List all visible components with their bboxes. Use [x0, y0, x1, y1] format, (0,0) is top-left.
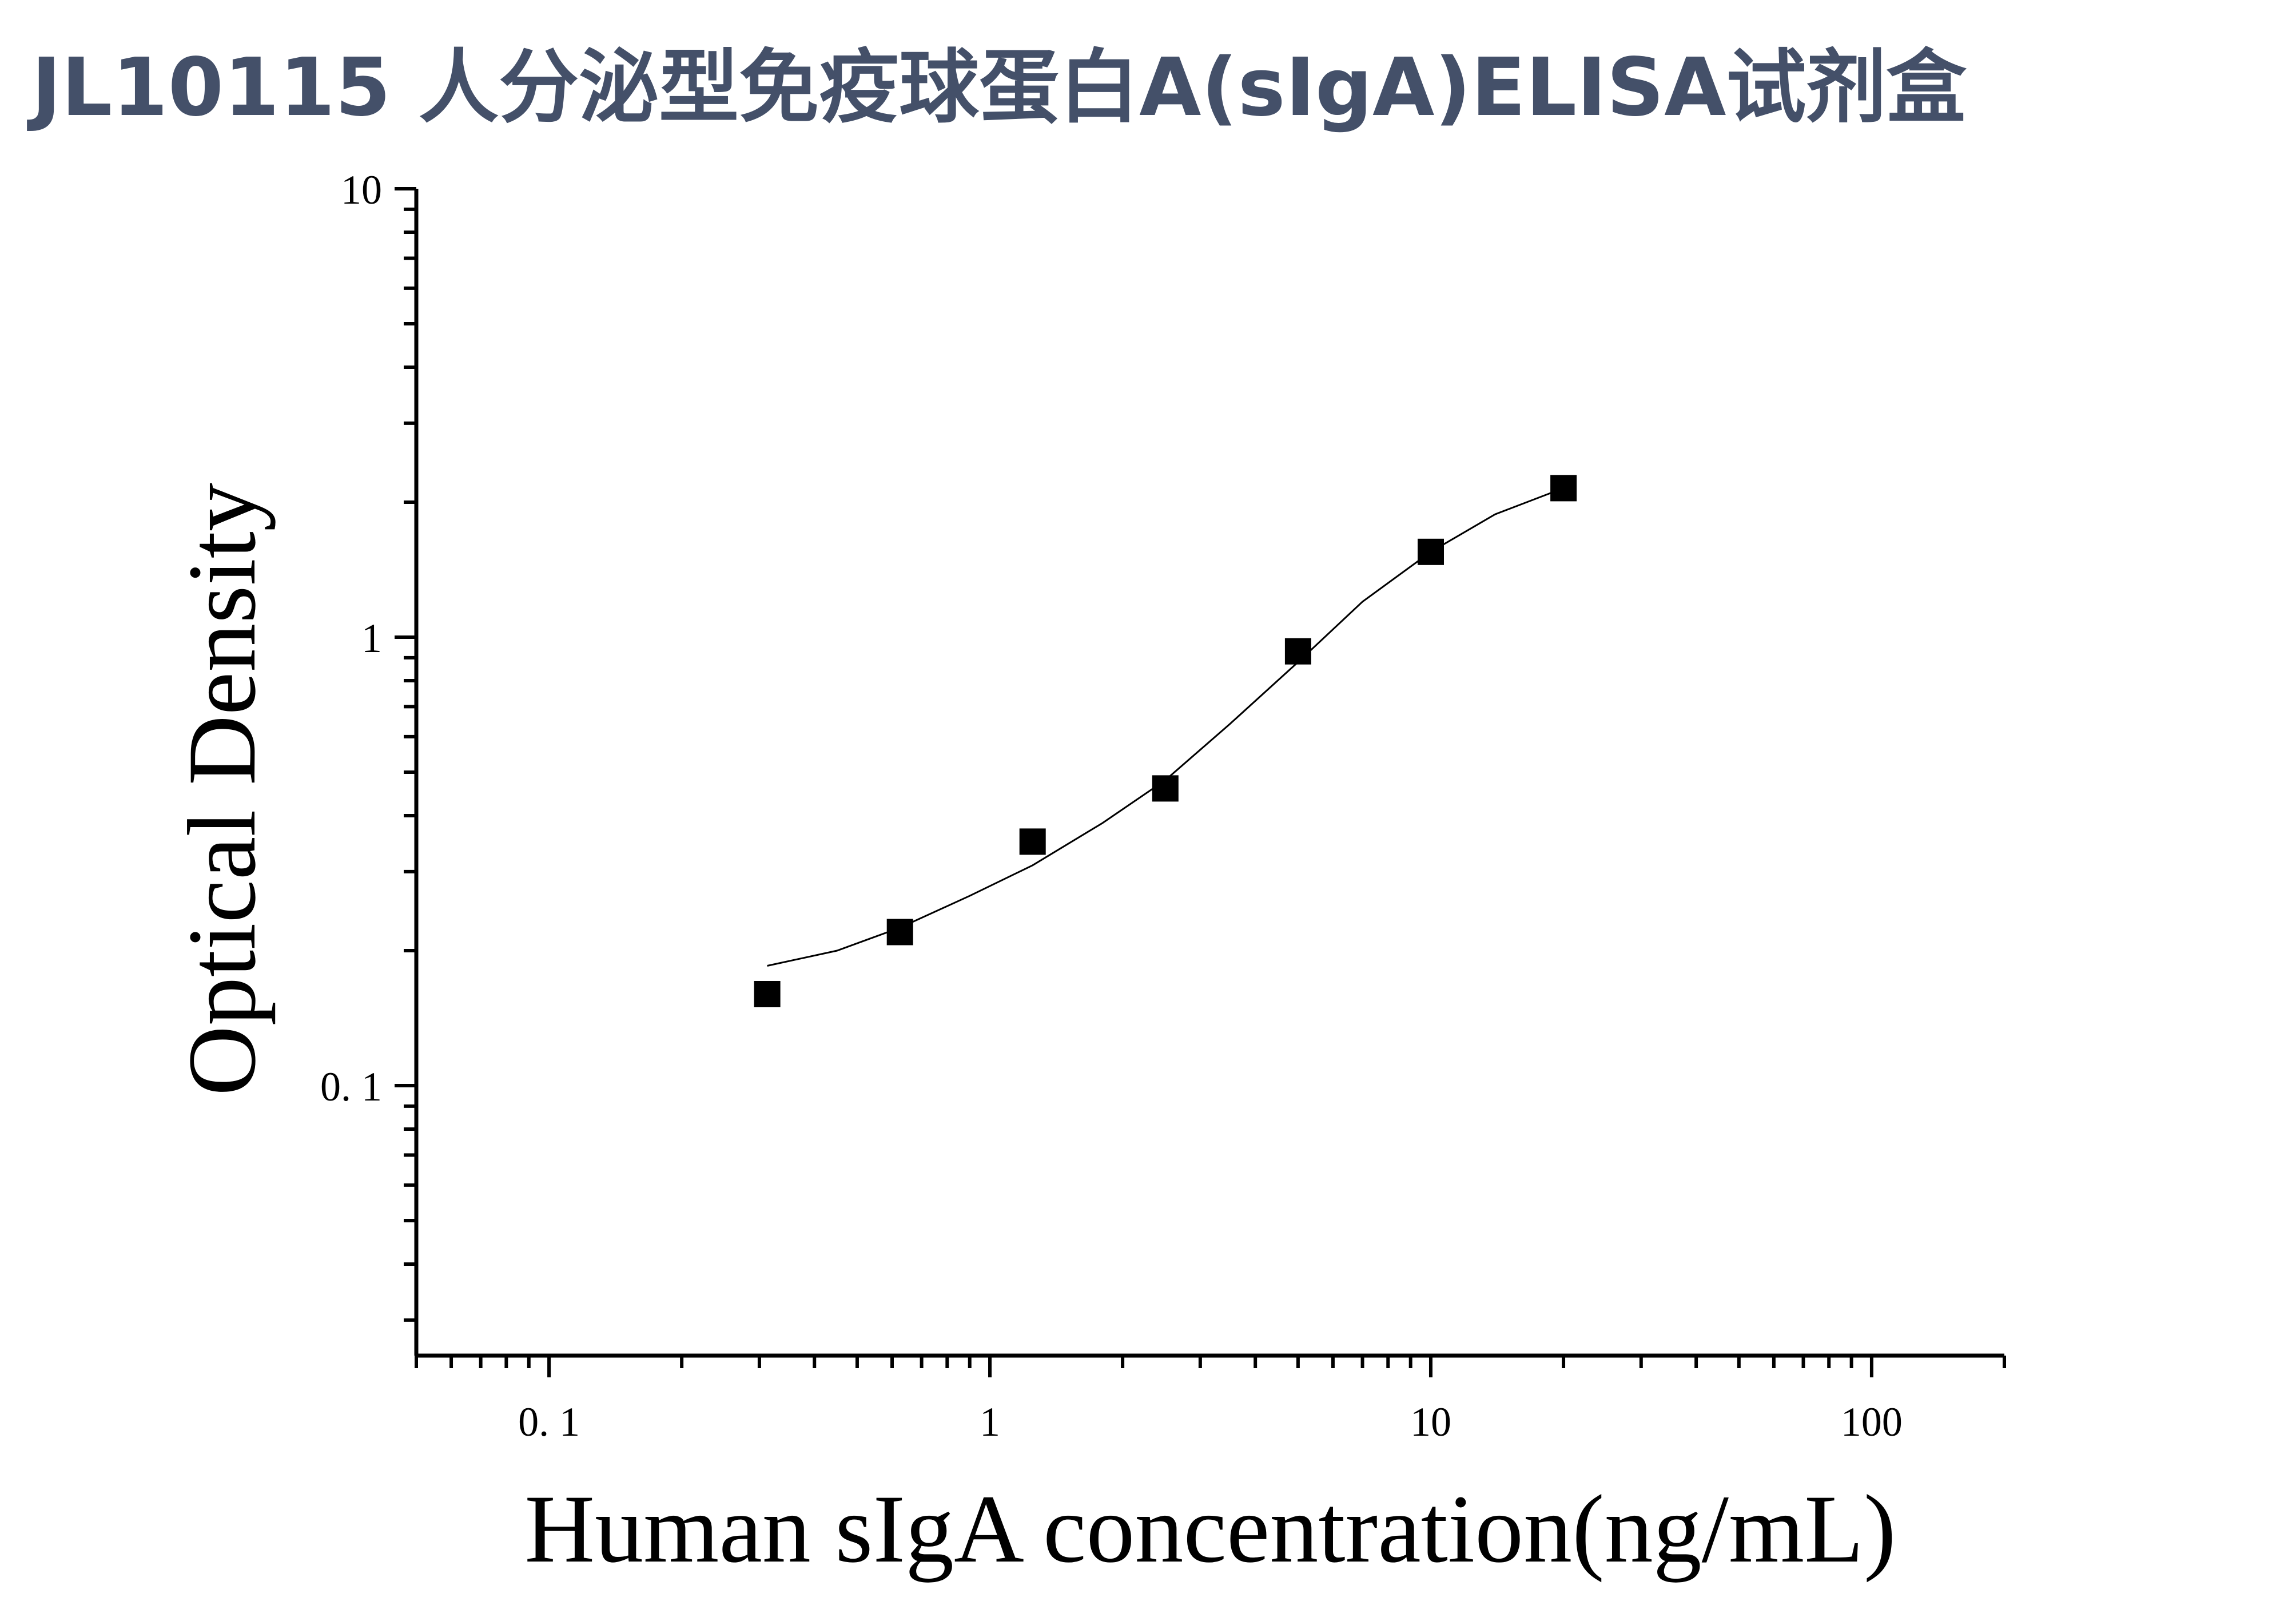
- data-point: [886, 919, 913, 945]
- y-tick-label: 0. 1: [320, 1064, 382, 1110]
- data-point: [1152, 775, 1179, 802]
- tick-labels: 0. 1 1 10 100 0. 1 1 10: [320, 167, 1903, 1445]
- x-tick-label: 1: [980, 1399, 1000, 1445]
- x-axis-title: Human sIgA concentration(ng/mL): [524, 1475, 1896, 1583]
- y-tick-label: 1: [361, 615, 382, 661]
- x-tick-label: 0. 1: [518, 1399, 580, 1445]
- data-point: [1019, 828, 1046, 855]
- axis-ticks: [395, 187, 2006, 1377]
- y-tick-label: 10: [341, 167, 382, 213]
- data-point: [1418, 538, 1444, 565]
- x-tick-label: 100: [1841, 1399, 1903, 1445]
- data-point: [1284, 638, 1311, 665]
- data-point: [754, 981, 781, 1007]
- x-tick-label: 10: [1410, 1399, 1451, 1445]
- data-point: [1550, 475, 1577, 502]
- y-axis-title: Optical Density: [168, 483, 276, 1096]
- page-title: JL10115 人分泌型免疫球蛋白A(sIgA)ELISA试剂盒: [31, 41, 1967, 134]
- fit-curve: [767, 487, 1564, 967]
- data-points: [754, 475, 1577, 1007]
